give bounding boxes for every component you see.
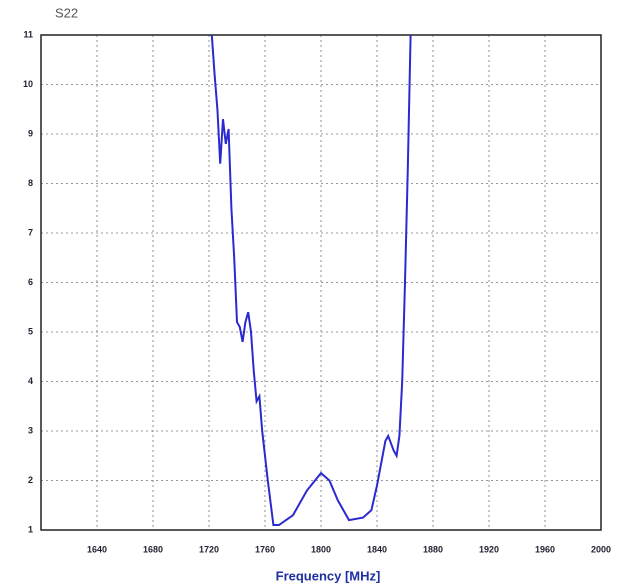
x-tick-label: 1680 <box>143 544 163 554</box>
y-tick-label: 1 <box>28 524 33 534</box>
chart-title: S22 <box>55 5 78 20</box>
y-tick-label: 6 <box>28 277 33 287</box>
plot-frame <box>40 34 602 531</box>
x-axis-label: Frequency [MHz] <box>276 568 381 583</box>
x-tick-label: 1880 <box>423 544 443 554</box>
y-tick-label: 3 <box>28 425 33 435</box>
y-tick-label: 5 <box>28 326 33 336</box>
x-tick-label: 1920 <box>479 544 499 554</box>
y-tick-label: 9 <box>28 128 33 138</box>
x-tick-label: 1840 <box>367 544 387 554</box>
x-tick-label: 2000 <box>591 544 611 554</box>
x-tick-label: 1960 <box>535 544 555 554</box>
x-tick-label: 1720 <box>199 544 219 554</box>
x-tick-label: 1800 <box>311 544 331 554</box>
line <box>210 34 412 527</box>
y-tick-label: 10 <box>23 79 33 89</box>
y-tick-label: 11 <box>23 29 33 39</box>
y-tick-label: 4 <box>28 376 33 386</box>
y-tick-label: 8 <box>28 178 33 188</box>
y-tick-label: 2 <box>28 475 33 485</box>
y-tick-label: 7 <box>28 227 33 237</box>
x-tick-label: 1640 <box>87 544 107 554</box>
x-tick-label: 1760 <box>255 544 275 554</box>
